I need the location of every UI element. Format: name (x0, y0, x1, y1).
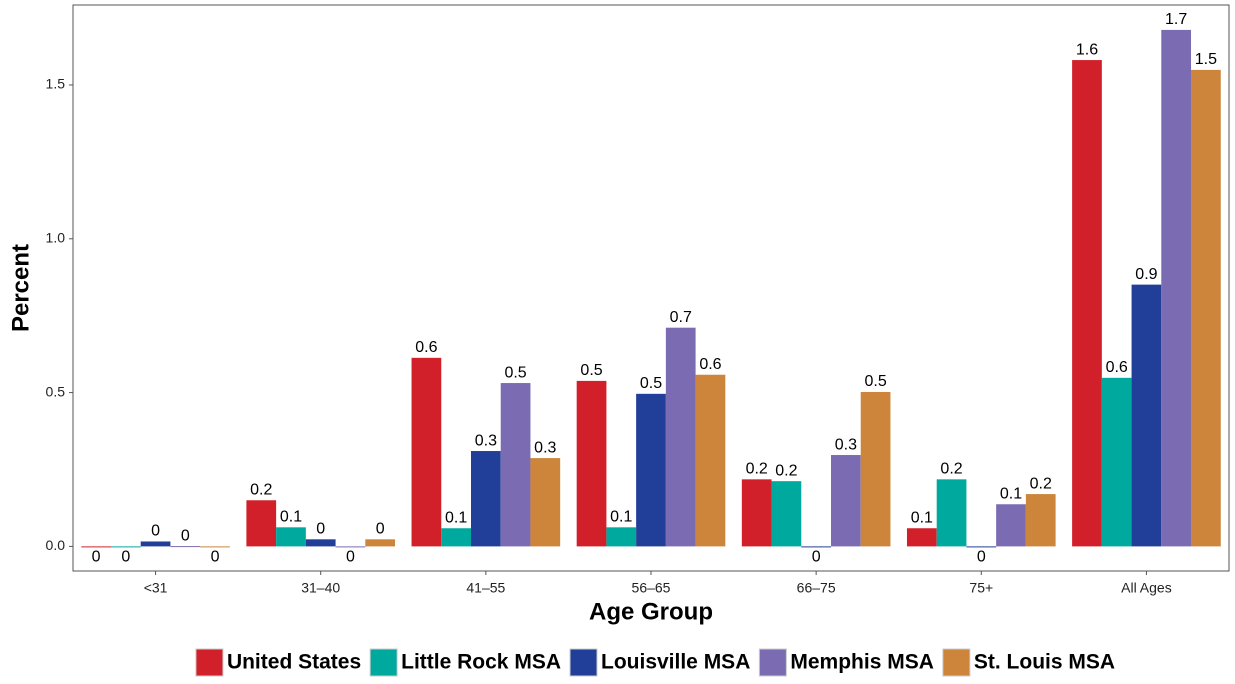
value-label: 1.6 (1076, 41, 1098, 58)
x-tick-label: 56–65 (632, 580, 671, 596)
legend-label: Louisville MSA (601, 651, 750, 674)
bar (1191, 69, 1221, 547)
x-tick-label: All Ages (1121, 580, 1172, 596)
bar (695, 374, 726, 547)
value-label: 1.5 (1195, 51, 1217, 68)
bar (110, 546, 141, 548)
value-label: 0.5 (864, 373, 886, 390)
bar (906, 528, 937, 547)
bar (831, 455, 861, 547)
value-label: 0.5 (640, 375, 662, 392)
bar (860, 391, 891, 547)
value-label: 0.3 (534, 439, 556, 456)
value-label: 0 (812, 549, 821, 566)
value-label: 0 (92, 549, 101, 566)
legend-swatch (195, 648, 224, 677)
x-tick-label: 66–75 (797, 580, 836, 596)
value-label: 0.3 (475, 432, 497, 449)
value-label: 0 (977, 549, 986, 566)
bar (276, 527, 306, 547)
bar (606, 527, 637, 547)
bar (1072, 60, 1102, 547)
value-label: 0 (376, 521, 385, 538)
legend-swatch (942, 648, 971, 677)
value-label: 0 (211, 549, 220, 566)
legend-swatch (369, 648, 398, 677)
legend-label: Little Rock MSA (401, 651, 561, 674)
y-tick-label: 1.0 (46, 229, 66, 245)
y-axis-title: Percent (7, 244, 34, 332)
y-tick-label: 1.5 (46, 76, 66, 92)
y-tick-label: 0.5 (46, 383, 66, 399)
x-tick-label: 75+ (969, 580, 993, 596)
bar (441, 528, 471, 547)
legend-swatch (569, 648, 598, 677)
value-label: 0.1 (445, 509, 467, 526)
value-label: 0.2 (250, 481, 272, 498)
value-label: 0.5 (580, 362, 602, 379)
x-tick-label: 31–40 (301, 580, 340, 596)
bar (500, 383, 531, 547)
bar (801, 546, 832, 548)
bar (665, 327, 696, 547)
bar (1161, 29, 1192, 547)
bar (140, 541, 171, 547)
bar (411, 357, 442, 547)
bar (1131, 284, 1162, 547)
bar (1025, 494, 1056, 547)
bar (170, 546, 201, 548)
value-label: 0.3 (835, 436, 857, 453)
value-label: 0.2 (940, 461, 962, 478)
legend-label: United States (227, 651, 361, 674)
legend-label: St. Louis MSA (974, 651, 1115, 674)
bar (771, 481, 802, 547)
value-label: 0.9 (1135, 266, 1157, 283)
bar (305, 539, 336, 547)
bar (470, 451, 501, 547)
value-label: 0 (316, 521, 325, 538)
bar (936, 479, 967, 547)
value-label: 0 (121, 549, 130, 566)
value-label: 0.6 (1106, 359, 1128, 376)
value-label: 0.2 (746, 461, 768, 478)
x-axis-title: Age Group (589, 598, 713, 625)
bar (200, 546, 230, 548)
value-label: 0.6 (415, 339, 437, 356)
value-label: 0.1 (1000, 485, 1022, 502)
value-label: 0.1 (610, 509, 632, 526)
value-label: 0.5 (504, 364, 526, 381)
bar (996, 504, 1026, 547)
value-label: 0.2 (1030, 475, 1052, 492)
value-label: 0.1 (280, 509, 302, 526)
y-tick-label: 0.0 (46, 537, 66, 553)
legend-label: Memphis MSA (790, 651, 934, 674)
bar (246, 500, 277, 547)
bar (1101, 377, 1132, 547)
value-label: 0.7 (670, 309, 692, 326)
x-tick-label: <31 (144, 580, 168, 596)
value-label: 0.1 (911, 509, 933, 526)
bar (966, 546, 997, 548)
bar (335, 546, 366, 548)
value-label: 0 (181, 527, 190, 544)
bar (365, 539, 396, 547)
value-label: 0.6 (699, 356, 721, 373)
legend-swatch (758, 648, 787, 677)
bar (636, 393, 666, 547)
bar (741, 479, 772, 547)
value-label: 0.2 (775, 462, 797, 479)
bar (81, 546, 111, 548)
bar (576, 380, 607, 547)
value-label: 0 (151, 523, 160, 540)
x-tick-label: 41–55 (466, 580, 505, 596)
value-label: 0 (346, 549, 355, 566)
bar (530, 458, 561, 547)
value-label: 1.7 (1165, 11, 1187, 28)
